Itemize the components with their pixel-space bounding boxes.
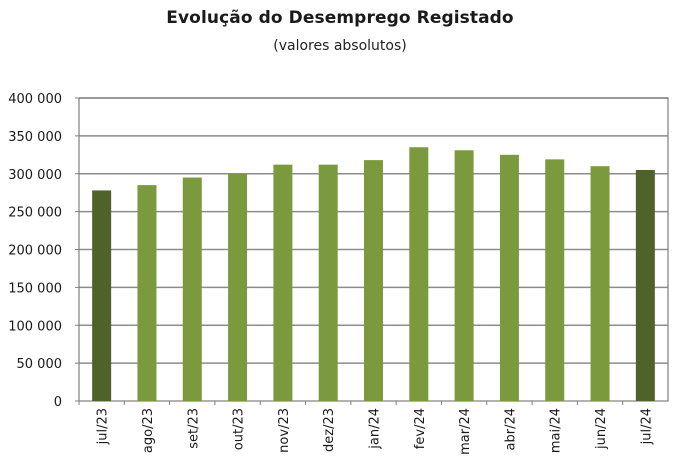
y-tick-label: 50 000: [17, 357, 63, 372]
x-tick-label: mai/24: [549, 408, 564, 453]
x-tick-label: ago/23: [141, 408, 156, 453]
x-tick-label: jul/23: [96, 408, 111, 445]
x-tick-label: fev/24: [413, 408, 428, 449]
chart-subtitle: (valores absolutos): [273, 38, 407, 54]
y-tick-label: 150 000: [8, 281, 62, 296]
bar: [545, 159, 565, 401]
chart-title: Evolução do Desemprego Registado: [166, 8, 514, 28]
bar: [92, 190, 112, 401]
x-tick-label: nov/23: [277, 408, 292, 453]
x-tick-label: abr/24: [503, 408, 518, 451]
y-tick-label: 350 000: [8, 130, 62, 145]
bar: [228, 173, 248, 401]
y-tick-label: 200 000: [8, 244, 62, 259]
x-tick-label: jan/24: [368, 408, 383, 450]
x-tick-label: set/23: [186, 408, 201, 449]
bar: [499, 154, 519, 401]
bar: [182, 177, 202, 401]
x-tick-label: dez/23: [322, 408, 337, 452]
bar: [318, 164, 338, 401]
x-tick-label: jul/24: [639, 408, 654, 445]
bar: [590, 166, 610, 401]
bar: [635, 169, 655, 401]
y-tick-label: 300 000: [8, 168, 62, 183]
x-tick-label: mar/24: [458, 408, 473, 455]
y-tick-label: 400 000: [8, 92, 62, 107]
bar: [409, 147, 429, 401]
y-tick-label: 100 000: [8, 319, 62, 334]
bar: [364, 160, 383, 401]
y-tick-label: 0: [54, 395, 62, 410]
x-tick-label: out/23: [232, 408, 247, 450]
bar: [454, 150, 474, 401]
y-tick-label: 250 000: [8, 206, 62, 221]
bar: [137, 185, 157, 401]
x-tick-label: jun/24: [594, 408, 609, 450]
bar: [273, 164, 293, 401]
